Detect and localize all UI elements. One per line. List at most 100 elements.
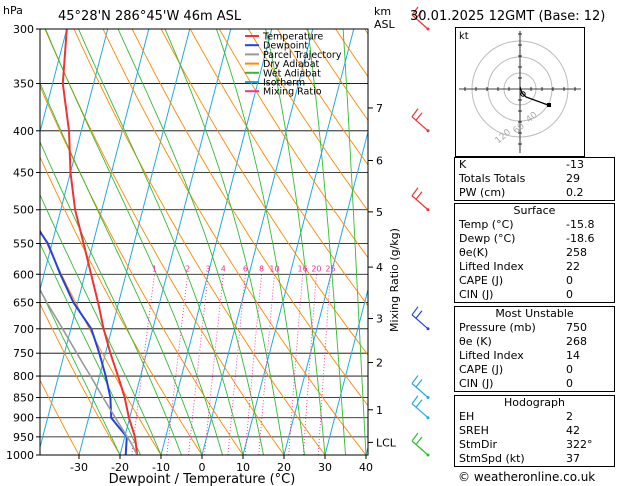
wind-barb-staff xyxy=(411,440,429,456)
wet-adiabat-line xyxy=(40,242,141,455)
mixing-ratio-label: 25 xyxy=(325,264,335,273)
wind-barb-flag xyxy=(411,108,419,118)
pressure-tick-label: 700 xyxy=(13,323,34,336)
wet-adiabat-line xyxy=(78,29,244,455)
wind-barb-point xyxy=(426,327,430,331)
wind-barb-staff xyxy=(411,314,429,330)
legend-entry: Dry Adiabat xyxy=(263,59,320,70)
mixing-ratio-line xyxy=(258,274,275,455)
table-row: Lifted Index 22 xyxy=(455,260,614,274)
row-value: -13 xyxy=(566,158,584,171)
mixing-ratio-line xyxy=(317,274,331,455)
km-tick-label: 6 xyxy=(376,154,383,167)
row-label: Lifted Index xyxy=(459,260,524,273)
wet-adiabat-line xyxy=(164,29,285,455)
wind-barb-flag xyxy=(411,432,419,442)
wind-barb-point xyxy=(426,27,430,31)
wind-barb-point xyxy=(426,453,430,457)
row-value: 0 xyxy=(566,288,573,301)
table-row: CAPE (J) 0 xyxy=(455,274,614,288)
wind-barb-staff xyxy=(411,195,429,211)
dry-adiabat-line xyxy=(189,29,368,307)
wind-barb-flag xyxy=(411,6,419,16)
mixing-ratio-label: 6 xyxy=(243,264,248,273)
table-row: θe(K) 258 xyxy=(455,246,614,260)
hodograph-unit: kt xyxy=(459,31,469,42)
x-tick-label: 20 xyxy=(277,461,291,474)
hodograph-table: Hodograph EH 2 SREH 42 StmDir 322° StmSpd (… xyxy=(454,395,615,467)
x-axis-label: Dewpoint / Temperature (°C) xyxy=(109,472,296,486)
row-label: θe(K) xyxy=(459,246,489,259)
row-label: Temp (°C) xyxy=(459,218,514,231)
isotherm-line xyxy=(40,29,150,450)
hodograph-title: Hodograph xyxy=(504,396,565,409)
mixing-ratio-line xyxy=(188,274,209,455)
wind-barb-flag xyxy=(411,375,419,384)
row-label: Lifted Index xyxy=(459,349,524,362)
indices-table: K -13 Totals Totals 29 PW (cm) 0.2 xyxy=(454,157,615,201)
mixing-ratio-line xyxy=(244,274,263,455)
table-row: Pressure (mb) 750 xyxy=(455,321,614,335)
hodograph-mean-marker xyxy=(520,91,526,97)
isotherm-line xyxy=(201,29,314,455)
row-label: θe (K) xyxy=(459,335,492,348)
row-value: 0.2 xyxy=(566,186,584,199)
table-row: PW (cm) 0.2 xyxy=(455,186,614,200)
km-tick-label: 2 xyxy=(376,357,383,370)
row-value: 2 xyxy=(566,410,573,423)
mixing-ratio-label: 4 xyxy=(221,264,226,273)
legend-entry: Mixing Ratio xyxy=(263,87,322,98)
table-row: Temp (°C) -15.8 xyxy=(455,218,614,232)
dry-adiabat-line xyxy=(40,228,162,455)
isotherm-line xyxy=(324,287,368,455)
mixing-ratio-line xyxy=(227,274,246,455)
temperature-line xyxy=(61,29,139,455)
wind-barb-staff xyxy=(411,383,429,398)
wind-barb-flag xyxy=(411,306,419,316)
height-unit-asl: ASL xyxy=(374,18,396,31)
mixing-ratio-label: 16 xyxy=(298,264,308,273)
table-row: K -13 xyxy=(455,158,614,172)
table-row: StmSpd (kt) 37 xyxy=(455,452,614,466)
dry-adiabat-line xyxy=(160,29,368,356)
wind-barb-flag xyxy=(415,310,423,319)
mixing-ratio-line xyxy=(166,274,189,455)
dry-adiabat-line xyxy=(40,302,121,455)
row-label: SREH xyxy=(459,424,489,437)
pressure-tick-label: 500 xyxy=(13,204,34,217)
row-label: StmDir xyxy=(459,438,498,451)
row-label: Pressure (mb) xyxy=(459,321,536,334)
row-value: 22 xyxy=(566,260,580,273)
dry-adiabat-line xyxy=(40,85,244,455)
pressure-tick-label: 750 xyxy=(13,347,34,360)
table-row: Dewp (°C) -18.6 xyxy=(455,232,614,246)
mixing-ratio-axis-label: Mixing Ratio (g/kg) xyxy=(388,228,401,332)
row-value: 0 xyxy=(566,274,573,287)
wind-barb-flag xyxy=(415,10,423,19)
wind-barb-point xyxy=(426,208,430,212)
mixing-ratio-label: 10 xyxy=(269,264,279,273)
dry-adiabat-line xyxy=(248,29,368,212)
row-label: K xyxy=(459,158,467,171)
wind-barb-point xyxy=(426,395,430,399)
wind-barb-flag xyxy=(415,399,423,408)
mixing-ratio-line xyxy=(204,274,224,455)
wind-barb-staff xyxy=(411,403,429,419)
pressure-tick-label: 950 xyxy=(13,431,34,444)
mixing-ratio-label: 1 xyxy=(152,264,157,273)
table-row: StmDir 322° xyxy=(455,438,614,452)
mixing-ratio-line xyxy=(302,274,317,455)
row-label: Dewp (°C) xyxy=(459,232,516,245)
pressure-tick-label: 450 xyxy=(13,166,34,179)
row-value: 29 xyxy=(566,172,580,185)
row-value: -18.6 xyxy=(566,232,595,245)
row-value: 268 xyxy=(566,335,587,348)
pressure-tick-label: 900 xyxy=(13,412,34,425)
row-label: CAPE (J) xyxy=(459,363,504,376)
dry-adiabat-line xyxy=(102,29,367,455)
dry-adiabat-line xyxy=(131,29,368,407)
table-row: Lifted Index 14 xyxy=(455,349,614,363)
km-tick-label: 7 xyxy=(376,102,383,115)
pressure-tick-label: 300 xyxy=(13,23,34,36)
